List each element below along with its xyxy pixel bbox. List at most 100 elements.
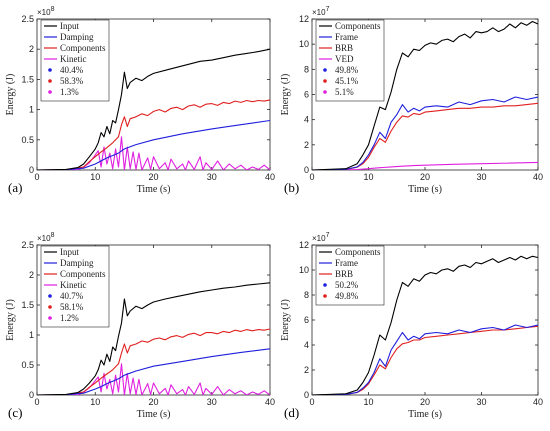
series-line-components: [312, 255, 538, 395]
exponent-base: ×10: [37, 234, 51, 243]
x-tick-label: 20: [420, 397, 430, 407]
y-tick-label: 2: [29, 44, 34, 54]
y-axis-label: Energy (J): [5, 74, 16, 116]
y-tick-label: 0: [29, 390, 34, 400]
panel-label: (a): [8, 180, 22, 195]
legend-label: 45.1%: [335, 76, 359, 86]
x-axis-label: Time (s): [408, 409, 442, 420]
legend-label: Frame: [335, 258, 358, 268]
exponent-base: ×10: [37, 8, 51, 17]
legend-dot-swatch: [48, 68, 52, 72]
x-axis-label: Time (s): [137, 409, 171, 420]
legend-box: [315, 19, 385, 102]
series-line-brb: [312, 325, 538, 395]
legend-box: [315, 245, 385, 306]
legend-dot-swatch: [323, 283, 327, 287]
legend-box: [40, 245, 110, 328]
legend-label: Components: [60, 43, 106, 53]
legend-label: 49.8%: [335, 291, 359, 301]
y-tick-label: 2: [29, 270, 34, 280]
y-tick-label: 4: [304, 340, 309, 350]
series-line-components: [37, 99, 270, 170]
y-axis-exponent: ×108: [37, 6, 55, 17]
legend-dot-swatch: [48, 305, 52, 309]
x-tick-label: 30: [207, 397, 217, 407]
x-tick-label: 20: [148, 172, 158, 182]
x-tick-label: 10: [90, 172, 100, 182]
legend-label: Components: [335, 21, 381, 31]
x-tick-label: 40: [533, 172, 543, 182]
series-line-ved: [312, 161, 538, 170]
legend-dot-swatch: [323, 294, 327, 298]
series-line-frame: [312, 324, 538, 395]
x-tick-label: 30: [476, 172, 486, 182]
x-tick-label: 20: [148, 397, 158, 407]
y-axis-exponent: ×107: [312, 232, 330, 243]
legend: InputDampingComponentsKinetic40.7%58.1%1…: [40, 245, 110, 328]
y-axis-label: Energy (J): [5, 299, 16, 341]
legend-label: 1.2%: [60, 313, 79, 323]
y-tick-label: 6: [304, 315, 309, 325]
x-tick-label: 30: [476, 397, 486, 407]
y-tick-label: 8: [304, 290, 309, 300]
y-tick-label: 0.5: [21, 135, 34, 145]
x-tick-label: 40: [265, 397, 275, 407]
legend-label: 50.2%: [335, 280, 359, 290]
legend-label: Damping: [60, 32, 94, 42]
legend-label: Input: [60, 247, 79, 257]
legend-label: 49.8%: [335, 65, 359, 75]
x-axis-label: Time (s): [408, 184, 442, 195]
y-tick-label: 4: [304, 115, 309, 125]
series-line-components: [312, 20, 538, 170]
chart-panel-0: 0 10 20 30 40 0 0.5 1 1.5 2 2.5×108 Time (s) Energy …: [5, 6, 275, 195]
x-tick-label: 0: [34, 397, 39, 407]
legend-dot-swatch: [48, 316, 52, 320]
series-line-damping: [37, 119, 270, 170]
y-tick-label: 1.5: [21, 300, 34, 310]
y-tick-label: 10: [299, 265, 309, 275]
y-tick-label: 10: [299, 39, 309, 49]
x-tick-label: 0: [309, 172, 314, 182]
panel-label: (b): [284, 180, 299, 195]
y-tick-label: 0: [304, 390, 309, 400]
y-tick-label: 1: [29, 105, 34, 115]
x-tick-label: 10: [363, 397, 373, 407]
legend-label: 40.4%: [60, 65, 84, 75]
x-tick-label: 10: [363, 172, 373, 182]
y-tick-label: 8: [304, 64, 309, 74]
y-tick-label: 2.5: [21, 14, 34, 24]
legend-dot-swatch: [48, 90, 52, 94]
series-line-input: [37, 48, 270, 170]
legend-label: VED: [335, 54, 354, 64]
chart-panel-3: 0 10 20 30 40 0 2 4 6 8 10 12×107 Time (s) Energy (J)…: [280, 232, 543, 420]
legend-label: Kinetic: [60, 280, 87, 290]
y-axis-label: Energy (J): [280, 299, 291, 341]
y-tick-label: 6: [304, 90, 309, 100]
legend-dot-swatch: [323, 68, 327, 72]
legend-label: Frame: [335, 32, 358, 42]
legend-label: BRB: [335, 43, 353, 53]
x-axis-label: Time (s): [137, 184, 171, 195]
legend-dot-swatch: [48, 294, 52, 298]
legend-label: Components: [335, 247, 381, 257]
exponent-power: 8: [51, 6, 55, 13]
chart-panel-2: 0 10 20 30 40 0 0.5 1 1.5 2 2.5×108 Time (s) Energy …: [5, 232, 275, 420]
y-axis-label: Energy (J): [280, 74, 291, 116]
y-tick-label: 2: [304, 365, 309, 375]
panel-label: (d): [284, 405, 299, 420]
y-tick-label: 0: [29, 165, 34, 175]
y-tick-label: 0.5: [21, 360, 34, 370]
y-tick-label: 0: [304, 165, 309, 175]
legend-label: 5.1%: [335, 87, 354, 97]
y-tick-label: 2: [304, 140, 309, 150]
legend-label: BRB: [335, 269, 353, 279]
exponent-power: 7: [326, 6, 330, 13]
x-tick-label: 10: [90, 397, 100, 407]
legend-dot-swatch: [323, 79, 327, 83]
legend-label: 58.1%: [60, 302, 84, 312]
x-tick-label: 40: [265, 172, 275, 182]
legend-dot-swatch: [48, 79, 52, 83]
y-tick-label: 12: [299, 14, 309, 24]
